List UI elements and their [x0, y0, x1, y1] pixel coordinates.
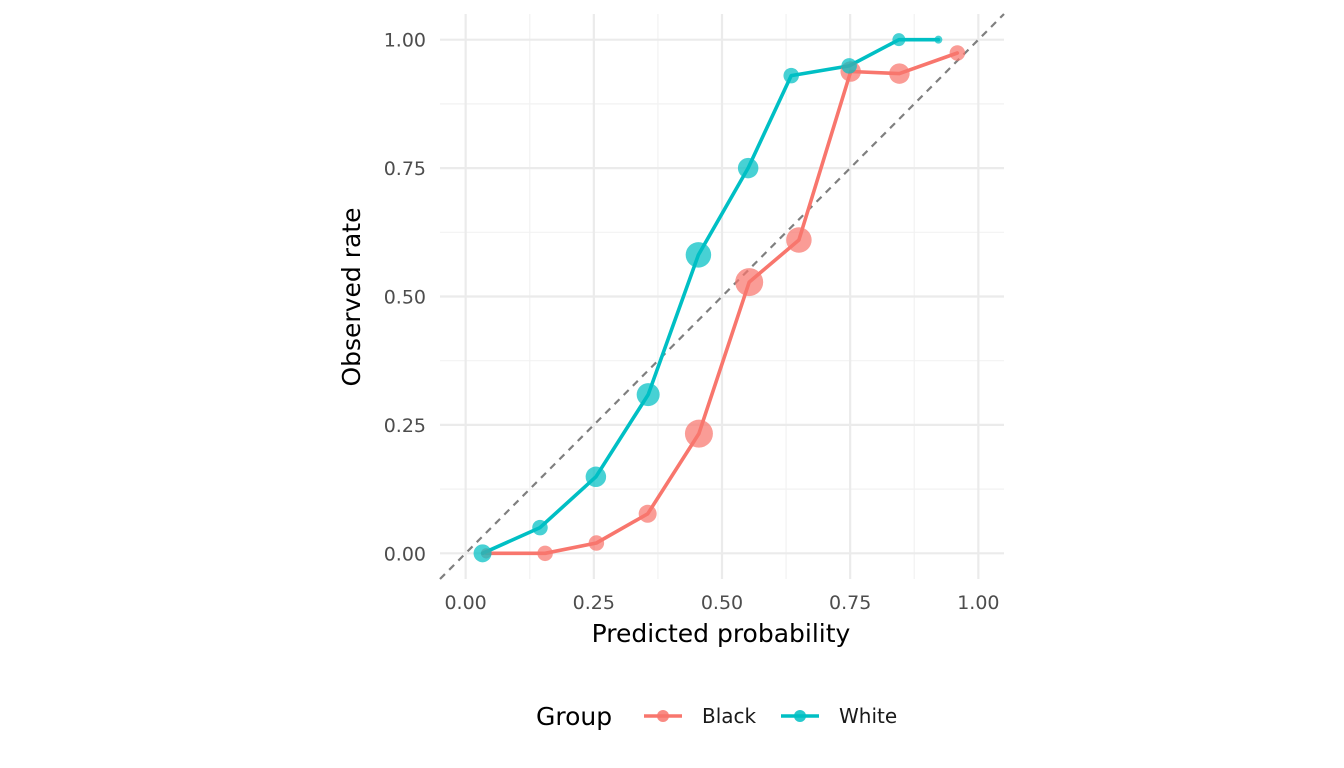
data-point-white	[737, 157, 759, 179]
x-tick-label: 0.75	[829, 592, 871, 614]
y-tick-label: 1.00	[384, 30, 426, 52]
data-point-white	[783, 67, 799, 84]
legend-items: Black White	[644, 704, 897, 728]
legend-key-point-white	[794, 710, 806, 722]
data-point-white	[685, 242, 712, 268]
data-point-white	[585, 466, 607, 488]
y-tick-label: 0.00	[384, 543, 426, 565]
legend: Group Black White	[536, 702, 897, 731]
legend-key-point-black	[657, 710, 669, 722]
legend-label-black: Black	[702, 704, 757, 728]
y-axis-ticks: 0.00 0.25 0.50 0.75 1.00	[384, 30, 426, 566]
reference-line-group	[439, 13, 1005, 580]
x-tick-label: 0.25	[573, 592, 615, 614]
data-point-white	[841, 58, 857, 74]
y-tick-label: 0.50	[384, 287, 426, 309]
data-point-black	[537, 545, 553, 562]
data-point-black	[889, 63, 910, 84]
x-tick-label: 0.50	[701, 592, 743, 614]
reference-diagonal-line	[439, 13, 1005, 580]
data-point-black	[684, 419, 713, 448]
data-point-white	[473, 544, 492, 563]
x-axis-title: Predicted probability	[592, 619, 851, 648]
x-axis-ticks: 0.00 0.25 0.50 0.75 1.00	[444, 592, 999, 614]
series-line-white	[480, 37, 941, 556]
x-tick-label: 0.00	[444, 592, 486, 614]
series-points	[473, 33, 966, 563]
legend-title: Group	[536, 702, 612, 731]
y-tick-label: 0.75	[384, 158, 426, 180]
data-point-black	[786, 227, 812, 253]
y-tick-label: 0.25	[384, 415, 426, 437]
legend-label-white: White	[839, 704, 897, 728]
data-point-white	[636, 383, 660, 407]
data-point-white	[892, 33, 906, 47]
data-point-black	[949, 45, 966, 61]
y-axis-title: Observed rate	[337, 207, 366, 386]
x-tick-label: 1.00	[957, 592, 999, 614]
data-point-black	[735, 268, 764, 297]
data-point-black	[588, 535, 605, 551]
series-line-black	[484, 51, 960, 556]
series-lines	[480, 37, 960, 556]
data-point-white	[532, 519, 548, 536]
data-point-black	[638, 504, 657, 523]
data-point-white	[934, 35, 943, 44]
